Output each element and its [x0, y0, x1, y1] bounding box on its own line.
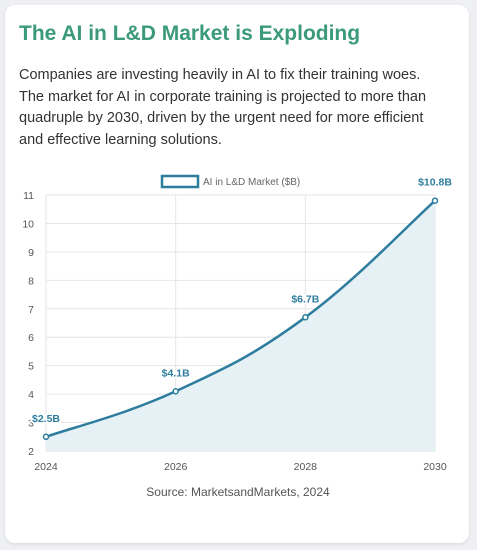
data-point: [431, 197, 439, 204]
y-tick-label: 2: [28, 446, 34, 458]
chart-source: Source: MarketsandMarkets, 2024: [146, 485, 330, 499]
chart-series-line: [45, 199, 436, 438]
y-tick-label: 7: [28, 304, 34, 316]
x-axis-ticks: 2024 2026 2028 2030: [34, 461, 447, 473]
chart-points: [42, 197, 439, 441]
y-tick-label: 3: [28, 418, 34, 430]
series-line: [45, 199, 436, 438]
legend-swatch: [160, 174, 200, 189]
x-tick-label: 2024: [34, 461, 58, 473]
data-labels: $2.5B $4.1B $6.7B $10.8B: [30, 175, 453, 426]
data-label: $4.1B: [162, 367, 190, 379]
card-description: Companies are investing heavily in AI to…: [19, 67, 427, 148]
x-tick-label: 2026: [164, 461, 188, 473]
data-point: [172, 388, 179, 395]
chart-area-fill: [46, 200, 435, 451]
data-label: $2.5B: [32, 413, 60, 425]
data-label: $10.8B: [418, 177, 452, 189]
y-tick-label: 11: [23, 190, 34, 202]
x-tick-label: 2030: [423, 461, 447, 473]
card-title: The AI in L&D Market is Exploding: [19, 22, 361, 45]
chart-legend[interactable]: AI in L&D Market ($B): [160, 174, 300, 189]
data-label: $6.7B: [291, 293, 319, 305]
legend-label: AI in L&D Market ($B): [203, 177, 300, 188]
y-tick-label: 10: [22, 218, 34, 230]
y-axis-ticks: 2 3 4 5 6 7 8 9 10 11: [22, 190, 34, 458]
series-area: [46, 200, 435, 451]
y-tick-label: 6: [28, 332, 34, 344]
y-tick-label: 8: [28, 275, 34, 287]
y-tick-label: 5: [28, 361, 34, 373]
x-tick-label: 2028: [294, 461, 318, 473]
y-tick-label: 4: [28, 389, 34, 401]
data-point: [42, 433, 50, 441]
data-point: [302, 314, 309, 321]
y-tick-label: 9: [28, 247, 34, 259]
